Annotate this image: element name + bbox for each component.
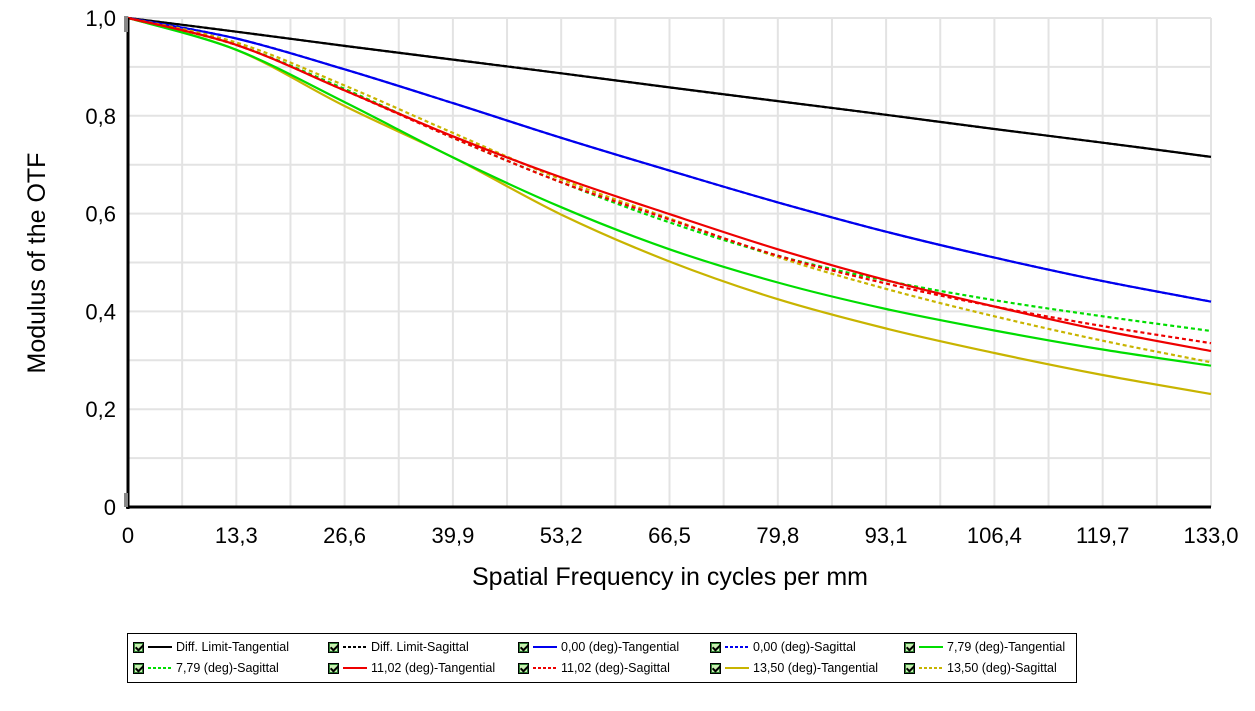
legend-label: 7,79 (deg)-Tangential [947,640,1066,654]
y-tick-labels: 0 0,2 0,4 0,6 0,8 1,0 [85,6,116,520]
legend-line-swatch [533,646,557,648]
series-line-8 [127,16,1212,396]
checkbox-icon[interactable] [328,641,339,653]
legend-line-swatch [533,667,557,669]
y-axis-cap [124,16,128,32]
legend-item[interactable]: 13,50 (deg)-Tangential [710,658,878,678]
x-tick-label: 93,1 [865,523,908,548]
y-tick-label: 0,6 [85,202,116,227]
legend-item[interactable]: Diff. Limit-Tangential [133,637,289,657]
legend-line-swatch [725,667,749,669]
series-line-3 [127,16,1212,303]
checkbox-icon[interactable] [710,662,721,674]
series-line-9 [127,16,1212,364]
checkbox-icon[interactable] [904,662,915,674]
legend-label: 7,79 (deg)-Sagittal [176,661,279,675]
y-tick-label: 0,4 [85,299,116,324]
x-tick-label: 119,7 [1076,523,1129,548]
y-tick-label: 0 [104,495,116,520]
checkbox-icon[interactable] [904,641,915,653]
legend-label: 11,02 (deg)-Sagittal [561,661,670,675]
series-line-5 [127,16,1212,333]
x-tick-label: 0 [122,523,134,548]
legend-item[interactable]: 11,02 (deg)-Sagittal [518,658,670,678]
legend-line-swatch [725,646,749,648]
checkbox-icon[interactable] [710,641,721,653]
x-tick-label: 106,4 [967,523,1022,548]
legend-item[interactable]: 11,02 (deg)-Tangential [328,658,495,678]
legend: Diff. Limit-Tangential Diff. Limit-Sagitt… [127,633,1077,683]
checkbox-icon[interactable] [133,662,144,674]
x-tick-label: 13,3 [215,523,258,548]
legend-item[interactable]: 7,79 (deg)-Tangential [904,637,1065,657]
legend-item[interactable]: 13,50 (deg)-Sagittal [904,658,1057,678]
legend-line-swatch [343,667,367,669]
series-lines [127,16,1212,396]
legend-item[interactable]: Diff. Limit-Sagittal [328,637,469,657]
x-tick-label: 66,5 [648,523,691,548]
legend-label: 13,50 (deg)-Sagittal [947,661,1057,675]
legend-item[interactable]: 0,00 (deg)-Tangential [518,637,679,657]
x-tick-labels: 0 13,3 26,6 39,9 53,2 66,5 79,8 93,1 106,4 119,7 1… [122,523,1239,548]
checkbox-icon[interactable] [518,641,529,653]
y-tick-label: 0,8 [85,104,116,129]
legend-line-swatch [919,667,943,669]
legend-label: Diff. Limit-Sagittal [371,640,469,654]
legend-item[interactable]: 7,79 (deg)-Sagittal [133,658,279,678]
x-axis-label: Spatial Frequency in cycles per mm [472,563,868,591]
series-line-1 [127,16,1212,158]
legend-label: 0,00 (deg)-Sagittal [753,640,856,654]
legend-label: 13,50 (deg)-Tangential [753,661,879,675]
legend-line-swatch [148,646,172,648]
legend-line-swatch [343,646,367,648]
x-tick-label: 39,9 [431,523,474,548]
checkbox-icon[interactable] [328,662,339,674]
legend-item[interactable]: 0,00 (deg)-Sagittal [710,637,856,657]
legend-label: Diff. Limit-Tangential [176,640,290,654]
legend-label: 11,02 (deg)-Tangential [371,661,496,675]
x-tick-label: 26,6 [323,523,366,548]
x-tick-label: 133,0 [1183,523,1238,548]
series-line-4 [127,16,1212,367]
legend-line-swatch [148,667,172,669]
legend-line-swatch [919,646,943,648]
y-tick-label: 0,2 [85,397,116,422]
axes [124,16,1211,509]
x-tick-label: 79,8 [756,523,799,548]
y-tick-label: 1,0 [85,6,116,31]
y-axis-label: Modulus of the OTF [23,153,51,374]
checkbox-icon[interactable] [518,662,529,674]
otf-chart: 0 13,3 26,6 39,9 53,2 66,5 79,8 93,1 106,4 119,7 1… [23,6,1239,591]
checkbox-icon[interactable] [133,641,144,653]
y-axis-base-cap [124,493,128,507]
legend-label: 0,00 (deg)-Tangential [561,640,680,654]
x-tick-label: 53,2 [540,523,583,548]
series-line-6 [127,16,1212,353]
